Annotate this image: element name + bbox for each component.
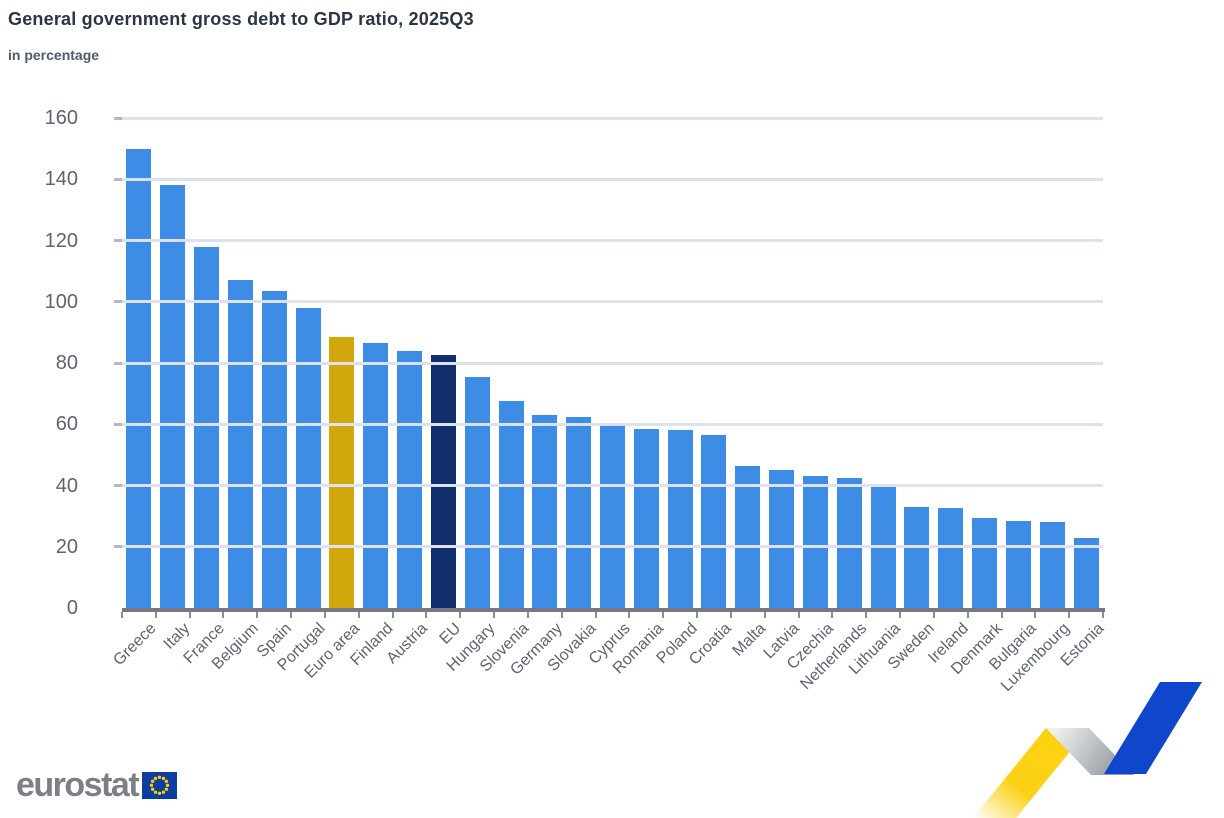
bar-netherlands — [836, 477, 862, 608]
x-tick-19 — [763, 612, 766, 618]
x-tick-9 — [425, 612, 428, 618]
y-axis-label-100: 100 — [44, 290, 78, 313]
bar-denmark — [972, 517, 998, 608]
y-tick-20 — [114, 545, 122, 549]
bar-croatia — [701, 434, 727, 608]
gridline-20 — [122, 545, 1103, 549]
x-tick-24 — [932, 612, 935, 618]
y-axis-label-40: 40 — [55, 474, 78, 497]
bar-austria — [397, 350, 423, 608]
y-axis-label-0: 0 — [66, 597, 78, 619]
y-axis-label-120: 120 — [44, 229, 78, 252]
x-tick-7 — [357, 612, 360, 618]
bar-luxembourg — [1039, 522, 1065, 608]
x-tick-11 — [493, 612, 496, 618]
x-tick-10 — [459, 612, 462, 618]
bar-ireland — [938, 508, 964, 608]
x-tick-8 — [391, 612, 394, 618]
bar-portugal — [295, 307, 321, 608]
eurostat-logo-text: eurostat — [16, 766, 140, 804]
x-tick-14 — [594, 612, 597, 618]
y-tick-100 — [114, 300, 122, 304]
gridline-160 — [122, 116, 1103, 120]
x-tick-29 — [1102, 612, 1104, 618]
bar-euro-area — [329, 336, 355, 608]
gridline-100 — [122, 300, 1103, 304]
y-tick-160 — [114, 116, 122, 120]
chart-subtitle: in percentage — [8, 47, 100, 63]
bar-slovakia — [566, 416, 592, 608]
bar-slovenia — [498, 401, 524, 608]
x-tick-21 — [831, 612, 834, 618]
y-axis-label-20: 20 — [55, 535, 78, 558]
bar-cyprus — [600, 422, 625, 608]
y-tick-60 — [114, 422, 122, 426]
bar-estonia — [1073, 537, 1099, 608]
x-tick-17 — [696, 612, 699, 618]
bar-spain — [261, 291, 287, 608]
x-tick-0 — [121, 612, 123, 618]
x-tick-28 — [1068, 612, 1071, 618]
x-tick-1 — [154, 612, 157, 618]
y-axis-label-80: 80 — [55, 352, 78, 374]
x-tick-22 — [865, 612, 868, 618]
x-tick-4 — [256, 612, 259, 618]
bar-romania — [633, 428, 659, 608]
x-axis-label-malta: Malta — [729, 620, 769, 660]
x-tick-27 — [1034, 612, 1037, 618]
bar-bulgaria — [1005, 520, 1031, 608]
bar-hungary — [464, 376, 490, 608]
x-axis-label-greece: Greece — [110, 620, 160, 670]
y-axis-label-60: 60 — [55, 413, 78, 436]
bar-finland — [363, 343, 389, 608]
eu-flag-icon — [142, 771, 178, 799]
gridline-120 — [122, 239, 1103, 242]
bar-poland — [667, 430, 693, 608]
x-tick-23 — [899, 612, 902, 618]
x-tick-20 — [797, 612, 800, 618]
bar-malta — [735, 465, 761, 608]
x-tick-26 — [1000, 612, 1003, 618]
y-tick-40 — [114, 484, 122, 487]
x-tick-15 — [628, 612, 631, 618]
bar-latvia — [769, 470, 795, 608]
gridline-40 — [122, 484, 1103, 487]
y-tick-120 — [114, 239, 122, 242]
gridline-140 — [122, 177, 1103, 181]
x-tick-25 — [966, 612, 969, 618]
x-tick-6 — [323, 612, 326, 618]
x-tick-3 — [222, 612, 225, 618]
eurostat-logo: eurostat — [16, 766, 178, 804]
gridline-80 — [122, 361, 1103, 365]
x-tick-5 — [290, 612, 293, 618]
x-tick-12 — [526, 612, 529, 618]
bar-italy — [160, 185, 186, 608]
x-axis-line — [122, 608, 1105, 612]
ribbon-gray-fold — [1046, 728, 1134, 775]
gridline-60 — [122, 422, 1103, 426]
chart-title: General government gross debt to GDP rat… — [8, 9, 474, 29]
x-tick-16 — [662, 612, 665, 618]
bar-czechia — [802, 476, 828, 608]
bar-eu — [430, 355, 456, 608]
bar-germany — [532, 415, 558, 608]
bar-belgium — [227, 280, 253, 608]
bar-sweden — [904, 506, 930, 608]
plot-area — [122, 116, 1103, 608]
x-tick-13 — [560, 612, 563, 618]
x-tick-18 — [729, 612, 732, 618]
y-tick-140 — [114, 177, 122, 181]
ribbon-blue-stripe — [1104, 682, 1202, 774]
x-tick-2 — [188, 612, 191, 618]
ribbon-yellow-stripe — [973, 728, 1089, 818]
y-tick-80 — [114, 361, 122, 365]
y-axis-label-160: 160 — [44, 107, 78, 129]
bar-greece — [126, 148, 152, 608]
y-axis-label-140: 140 — [44, 168, 78, 191]
